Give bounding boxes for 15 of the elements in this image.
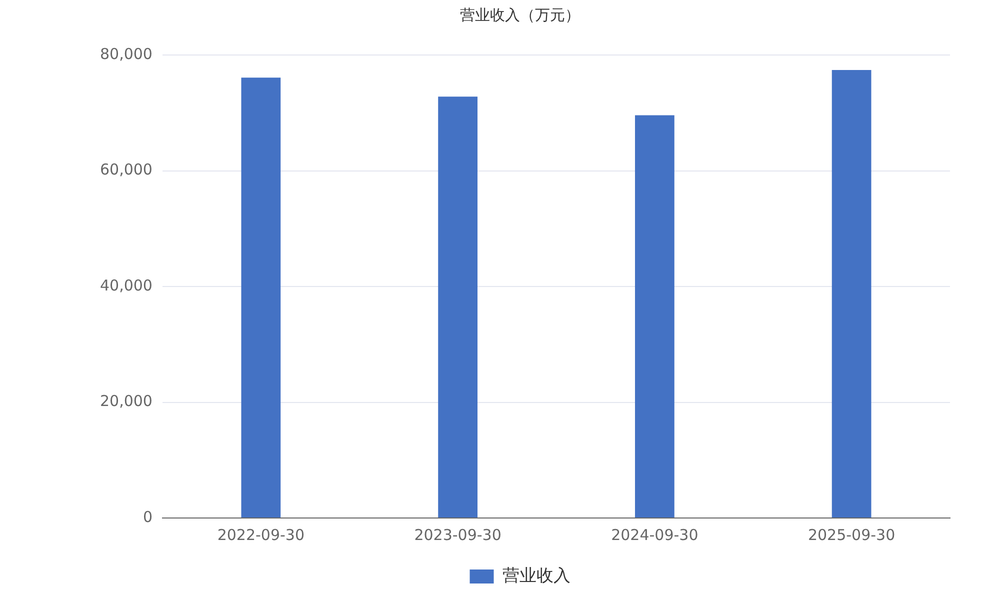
- x-tick-label: 2025-09-30: [808, 526, 896, 544]
- y-tick-label: 0: [142, 508, 152, 526]
- x-tick-label: 2022-09-30: [217, 526, 305, 544]
- y-tick-label: 60,000: [100, 160, 152, 179]
- bar: [832, 70, 872, 518]
- legend-label: 营业收入: [502, 566, 570, 586]
- y-tick-label: 20,000: [100, 392, 152, 410]
- bar: [438, 96, 478, 518]
- x-tick-label: 2023-09-30: [414, 526, 502, 544]
- y-tick-label: 40,000: [100, 276, 152, 294]
- bar: [634, 115, 674, 518]
- chart-title: 营业收入（万元）: [460, 6, 580, 24]
- x-tick-label: 2024-09-30: [611, 526, 698, 544]
- y-tick-label: 80,000: [100, 44, 152, 63]
- bar: [241, 78, 281, 518]
